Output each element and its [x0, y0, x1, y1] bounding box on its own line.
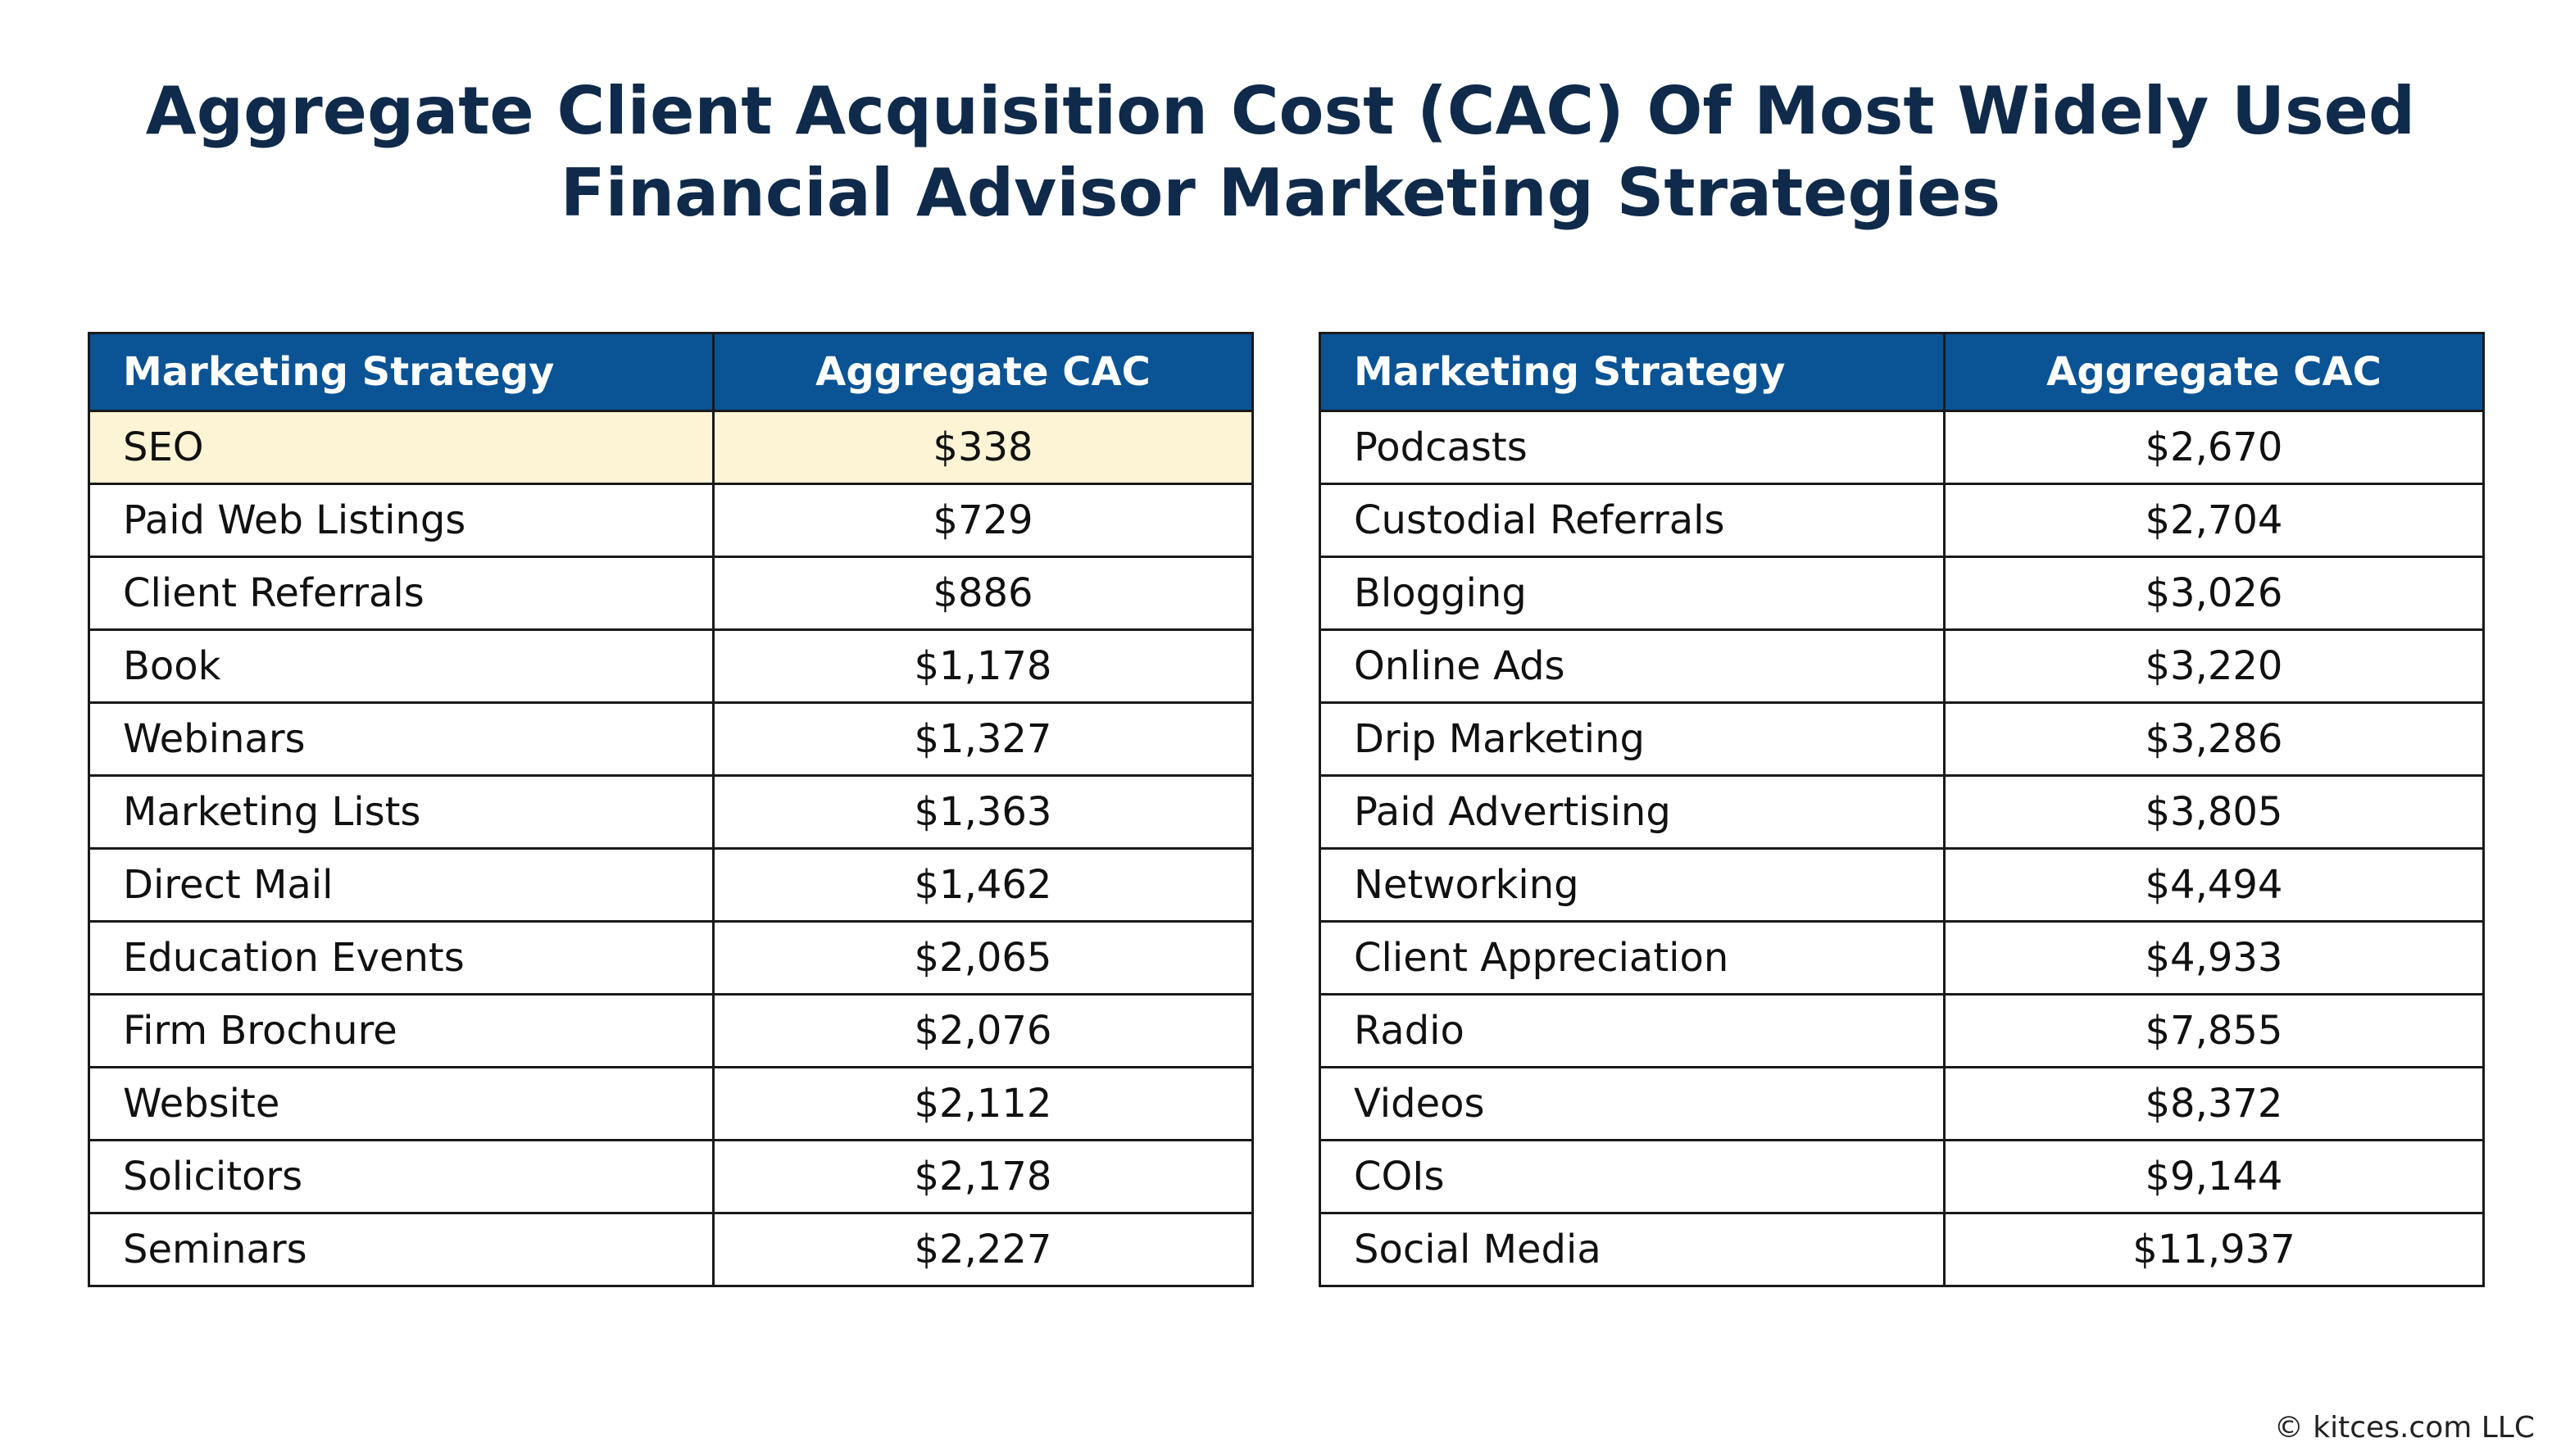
cac-value-cell: $9,144: [1943, 1139, 2485, 1214]
strategy-cell: Videos: [1319, 1066, 1946, 1141]
table-header-row: Marketing Strategy Aggregate CAC: [88, 332, 1254, 412]
cac-value-cell: $2,076: [712, 993, 1254, 1068]
cac-value-cell: $3,220: [1943, 628, 2485, 704]
strategy-cell: Drip Marketing: [1319, 701, 1946, 777]
strategy-cell: Blogging: [1319, 556, 1946, 631]
column-header-cac: Aggregate CAC: [1943, 332, 2485, 412]
table-row: Firm Brochure $2,076: [88, 993, 1254, 1068]
strategy-cell: Online Ads: [1319, 628, 1946, 704]
table-row: Book $1,178: [88, 628, 1254, 704]
table-row: Blogging $3,026: [1319, 556, 2485, 631]
strategy-cell: Paid Advertising: [1319, 774, 1946, 850]
strategy-cell: Custodial Referrals: [1319, 483, 1946, 558]
cac-value-cell: $2,704: [1943, 483, 2485, 558]
table-row: Drip Marketing $3,286: [1319, 701, 2485, 777]
chart-title-line-2: Financial Advisor Marketing Strategies: [560, 155, 2001, 231]
chart-title: Aggregate Client Acquisition Cost (CAC) …: [0, 70, 2561, 234]
column-header-strategy: Marketing Strategy: [88, 332, 715, 412]
cac-value-cell: $4,494: [1943, 847, 2485, 923]
strategy-cell: Direct Mail: [88, 847, 715, 923]
table-row: Videos $8,372: [1319, 1066, 2485, 1141]
cac-value-cell: $7,855: [1943, 993, 2485, 1068]
cac-table-left: Marketing Strategy Aggregate CAC SEO $338…: [88, 332, 1254, 1287]
strategy-cell: Client Appreciation: [1319, 920, 1946, 996]
strategy-cell: Social Media: [1319, 1212, 1946, 1287]
strategy-cell: Firm Brochure: [88, 993, 715, 1068]
cac-value-cell: $2,065: [712, 920, 1254, 996]
table-row: Networking $4,494: [1319, 847, 2485, 923]
cac-value-cell: $3,026: [1943, 556, 2485, 631]
strategy-cell: Education Events: [88, 920, 715, 996]
table-row: Client Appreciation $4,933: [1319, 920, 2485, 996]
cac-value-cell: $1,363: [712, 774, 1254, 850]
cac-value-cell: $729: [712, 483, 1254, 558]
column-header-cac: Aggregate CAC: [712, 332, 1254, 412]
chart-title-line-1: Aggregate Client Acquisition Cost (CAC) …: [145, 73, 2416, 149]
cac-table-right: Marketing Strategy Aggregate CAC Podcast…: [1319, 332, 2485, 1287]
cac-value-cell: $2,670: [1943, 410, 2485, 485]
table-row: Webinars $1,327: [88, 701, 1254, 777]
table-row: Marketing Lists $1,363: [88, 774, 1254, 850]
strategy-cell: Radio: [1319, 993, 1946, 1068]
strategy-cell: Networking: [1319, 847, 1946, 923]
strategy-cell: SEO: [88, 410, 715, 485]
cac-value-cell: $2,112: [712, 1066, 1254, 1141]
table-row: Online Ads $3,220: [1319, 628, 2485, 704]
strategy-cell: Seminars: [88, 1212, 715, 1287]
table-row: Paid Web Listings $729: [88, 483, 1254, 558]
cac-value-cell: $2,227: [712, 1212, 1254, 1287]
cac-value-cell: $3,286: [1943, 701, 2485, 777]
strategy-cell: Client Referrals: [88, 556, 715, 631]
table-row: Website $2,112: [88, 1066, 1254, 1141]
strategy-cell: Book: [88, 628, 715, 704]
cac-value-cell: $1,327: [712, 701, 1254, 777]
cac-value-cell: $8,372: [1943, 1066, 2485, 1141]
table-row: Radio $7,855: [1319, 993, 2485, 1068]
table-row: Paid Advertising $3,805: [1319, 774, 2485, 850]
table-row: Social Media $11,937: [1319, 1212, 2485, 1287]
table-row: Direct Mail $1,462: [88, 847, 1254, 923]
table-row: SEO $338: [88, 410, 1254, 485]
table-row: Education Events $2,065: [88, 920, 1254, 996]
strategy-cell: Podcasts: [1319, 410, 1946, 485]
strategy-cell: Marketing Lists: [88, 774, 715, 850]
cac-value-cell: $1,178: [712, 628, 1254, 704]
strategy-cell: Paid Web Listings: [88, 483, 715, 558]
strategy-cell: Webinars: [88, 701, 715, 777]
strategy-cell: Solicitors: [88, 1139, 715, 1214]
strategy-cell: COIs: [1319, 1139, 1946, 1214]
cac-value-cell: $338: [712, 410, 1254, 485]
cac-value-cell: $2,178: [712, 1139, 1254, 1214]
column-header-strategy: Marketing Strategy: [1319, 332, 1946, 412]
table-row: Solicitors $2,178: [88, 1139, 1254, 1214]
copyright-notice: © kitces.com LLC: [2273, 1411, 2535, 1445]
table-row: Podcasts $2,670: [1319, 410, 2485, 485]
cac-value-cell: $1,462: [712, 847, 1254, 923]
cac-value-cell: $4,933: [1943, 920, 2485, 996]
cac-value-cell: $11,937: [1943, 1212, 2485, 1287]
cac-value-cell: $3,805: [1943, 774, 2485, 850]
table-row: COIs $9,144: [1319, 1139, 2485, 1214]
table-row: Custodial Referrals $2,704: [1319, 483, 2485, 558]
table-header-row: Marketing Strategy Aggregate CAC: [1319, 332, 2485, 412]
strategy-cell: Website: [88, 1066, 715, 1141]
table-row: Seminars $2,227: [88, 1212, 1254, 1287]
table-row: Client Referrals $886: [88, 556, 1254, 631]
cac-value-cell: $886: [712, 556, 1254, 631]
